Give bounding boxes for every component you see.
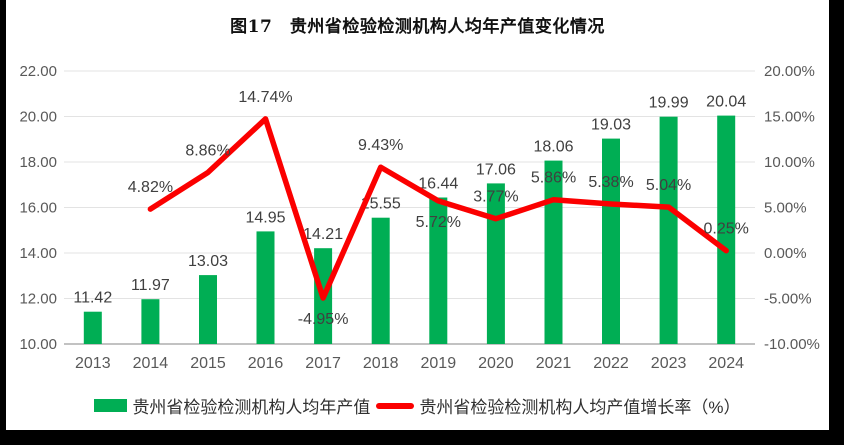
x-axis-category-label: 2017 xyxy=(305,355,341,372)
right-axis-tick-label: 15.00% xyxy=(764,109,815,126)
line-value-label: 4.82% xyxy=(128,179,173,196)
left-axis-tick-label: 22.00 xyxy=(19,63,57,80)
chart-title: 图17 贵州省检验检测机构人均年产值变化情况 xyxy=(230,17,605,37)
chart-panel: 图17 贵州省检验检测机构人均年产值变化情况 22.00 20.00 18.00 16… xyxy=(6,0,829,430)
x-axis-category-label: 2020 xyxy=(478,355,514,372)
x-axis-category-label: 2019 xyxy=(421,355,457,372)
bar-value-label: 11.97 xyxy=(131,277,170,294)
bar-2018 xyxy=(371,217,390,344)
bar-2022 xyxy=(602,138,620,344)
right-axis-tick-label: 10.00% xyxy=(764,154,815,171)
bar-value-label: 20.04 xyxy=(706,94,746,111)
left-axis-tick-label: 14.00 xyxy=(19,245,57,262)
line-value-label: 5.04% xyxy=(646,177,691,194)
right-axis-tick-label: -10.00% xyxy=(764,336,820,353)
x-axis-category-label: 2015 xyxy=(190,355,226,372)
legend-line-series-label: 贵州省检验检测机构人均产值增长率（%） xyxy=(419,398,741,417)
x-axis-category-label: 2022 xyxy=(593,355,629,372)
line-value-label: 9.43% xyxy=(358,137,403,154)
bar-2023 xyxy=(659,116,678,344)
bar-value-label: 13.03 xyxy=(188,253,228,270)
line-value-label: -4.95% xyxy=(298,311,349,328)
bar-value-label: 19.03 xyxy=(591,117,631,134)
bar-series-swatch-icon xyxy=(94,399,128,412)
x-axis-category-label: 2016 xyxy=(248,355,284,372)
right-axis-tick-label: 20.00% xyxy=(764,63,815,80)
bar-2021 xyxy=(544,160,563,344)
x-axis-category-label: 2013 xyxy=(75,355,111,372)
left-axis-tick-label: 10.00 xyxy=(19,336,57,353)
line-value-label: 5.72% xyxy=(416,214,461,231)
line-value-label: 5.38% xyxy=(588,174,633,191)
chart-plot-canvas: 22.00 20.00 18.00 16.00 14.00 12.00 10.00 20.00… xyxy=(19,63,820,372)
bar-value-label: 14.95 xyxy=(245,209,285,226)
bar-value-label: 15.55 xyxy=(361,196,401,213)
bar-value-label: 19.99 xyxy=(649,95,689,112)
bar-value-label: 17.06 xyxy=(476,161,516,178)
growth-rate-line xyxy=(147,116,729,301)
x-axis-category-label: 2018 xyxy=(363,355,399,372)
bar-2024 xyxy=(717,115,736,344)
line-series-swatch-icon xyxy=(376,402,415,409)
bar-2016 xyxy=(256,231,275,344)
right-axis-tick-label: 5.00% xyxy=(764,200,807,217)
left-axis-tick-label: 12.00 xyxy=(19,291,57,308)
line-value-label: 8.86% xyxy=(185,142,230,159)
legend-bar-series-label: 贵州省检验检测机构人均年产值 xyxy=(132,398,371,417)
bar-2019 xyxy=(429,197,448,344)
line-value-label: 5.86% xyxy=(531,170,576,187)
x-axis-category-label: 2023 xyxy=(651,355,687,372)
left-axis-tick-label: 18.00 xyxy=(19,154,57,171)
bar-value-label: 14.21 xyxy=(303,226,343,243)
bar-2014 xyxy=(141,299,160,344)
right-axis-tick-label: -5.00% xyxy=(764,291,812,308)
right-axis-tick-label: 0.00% xyxy=(764,245,807,262)
bar-value-label: 18.06 xyxy=(533,139,573,156)
x-axis-category-label: 2014 xyxy=(133,355,169,372)
bar-value-label: 16.44 xyxy=(418,176,458,193)
chart-legend: 贵州省检验检测机构人均年产值 贵州省检验检测机构人均产值增长率（%） xyxy=(6,393,829,418)
x-axis-category-label: 2021 xyxy=(536,355,572,372)
bar-2013 xyxy=(83,311,102,344)
left-axis-tick-label: 16.00 xyxy=(19,200,57,217)
legend-item-line-series: 贵州省检验检测机构人均产值增长率（%） xyxy=(376,393,741,418)
left-axis-tick-label: 20.00 xyxy=(19,109,57,126)
bar-2015 xyxy=(199,275,217,344)
line-value-label: 14.74% xyxy=(238,89,292,106)
line-value-label: 0.25% xyxy=(704,221,749,238)
bar-2020 xyxy=(486,183,505,344)
x-axis-category-label: 2024 xyxy=(708,355,744,372)
bar-value-label: 11.42 xyxy=(73,290,112,307)
legend-item-bar-series: 贵州省检验检测机构人均年产值 xyxy=(94,393,370,418)
line-value-label: 3.77% xyxy=(473,189,518,206)
